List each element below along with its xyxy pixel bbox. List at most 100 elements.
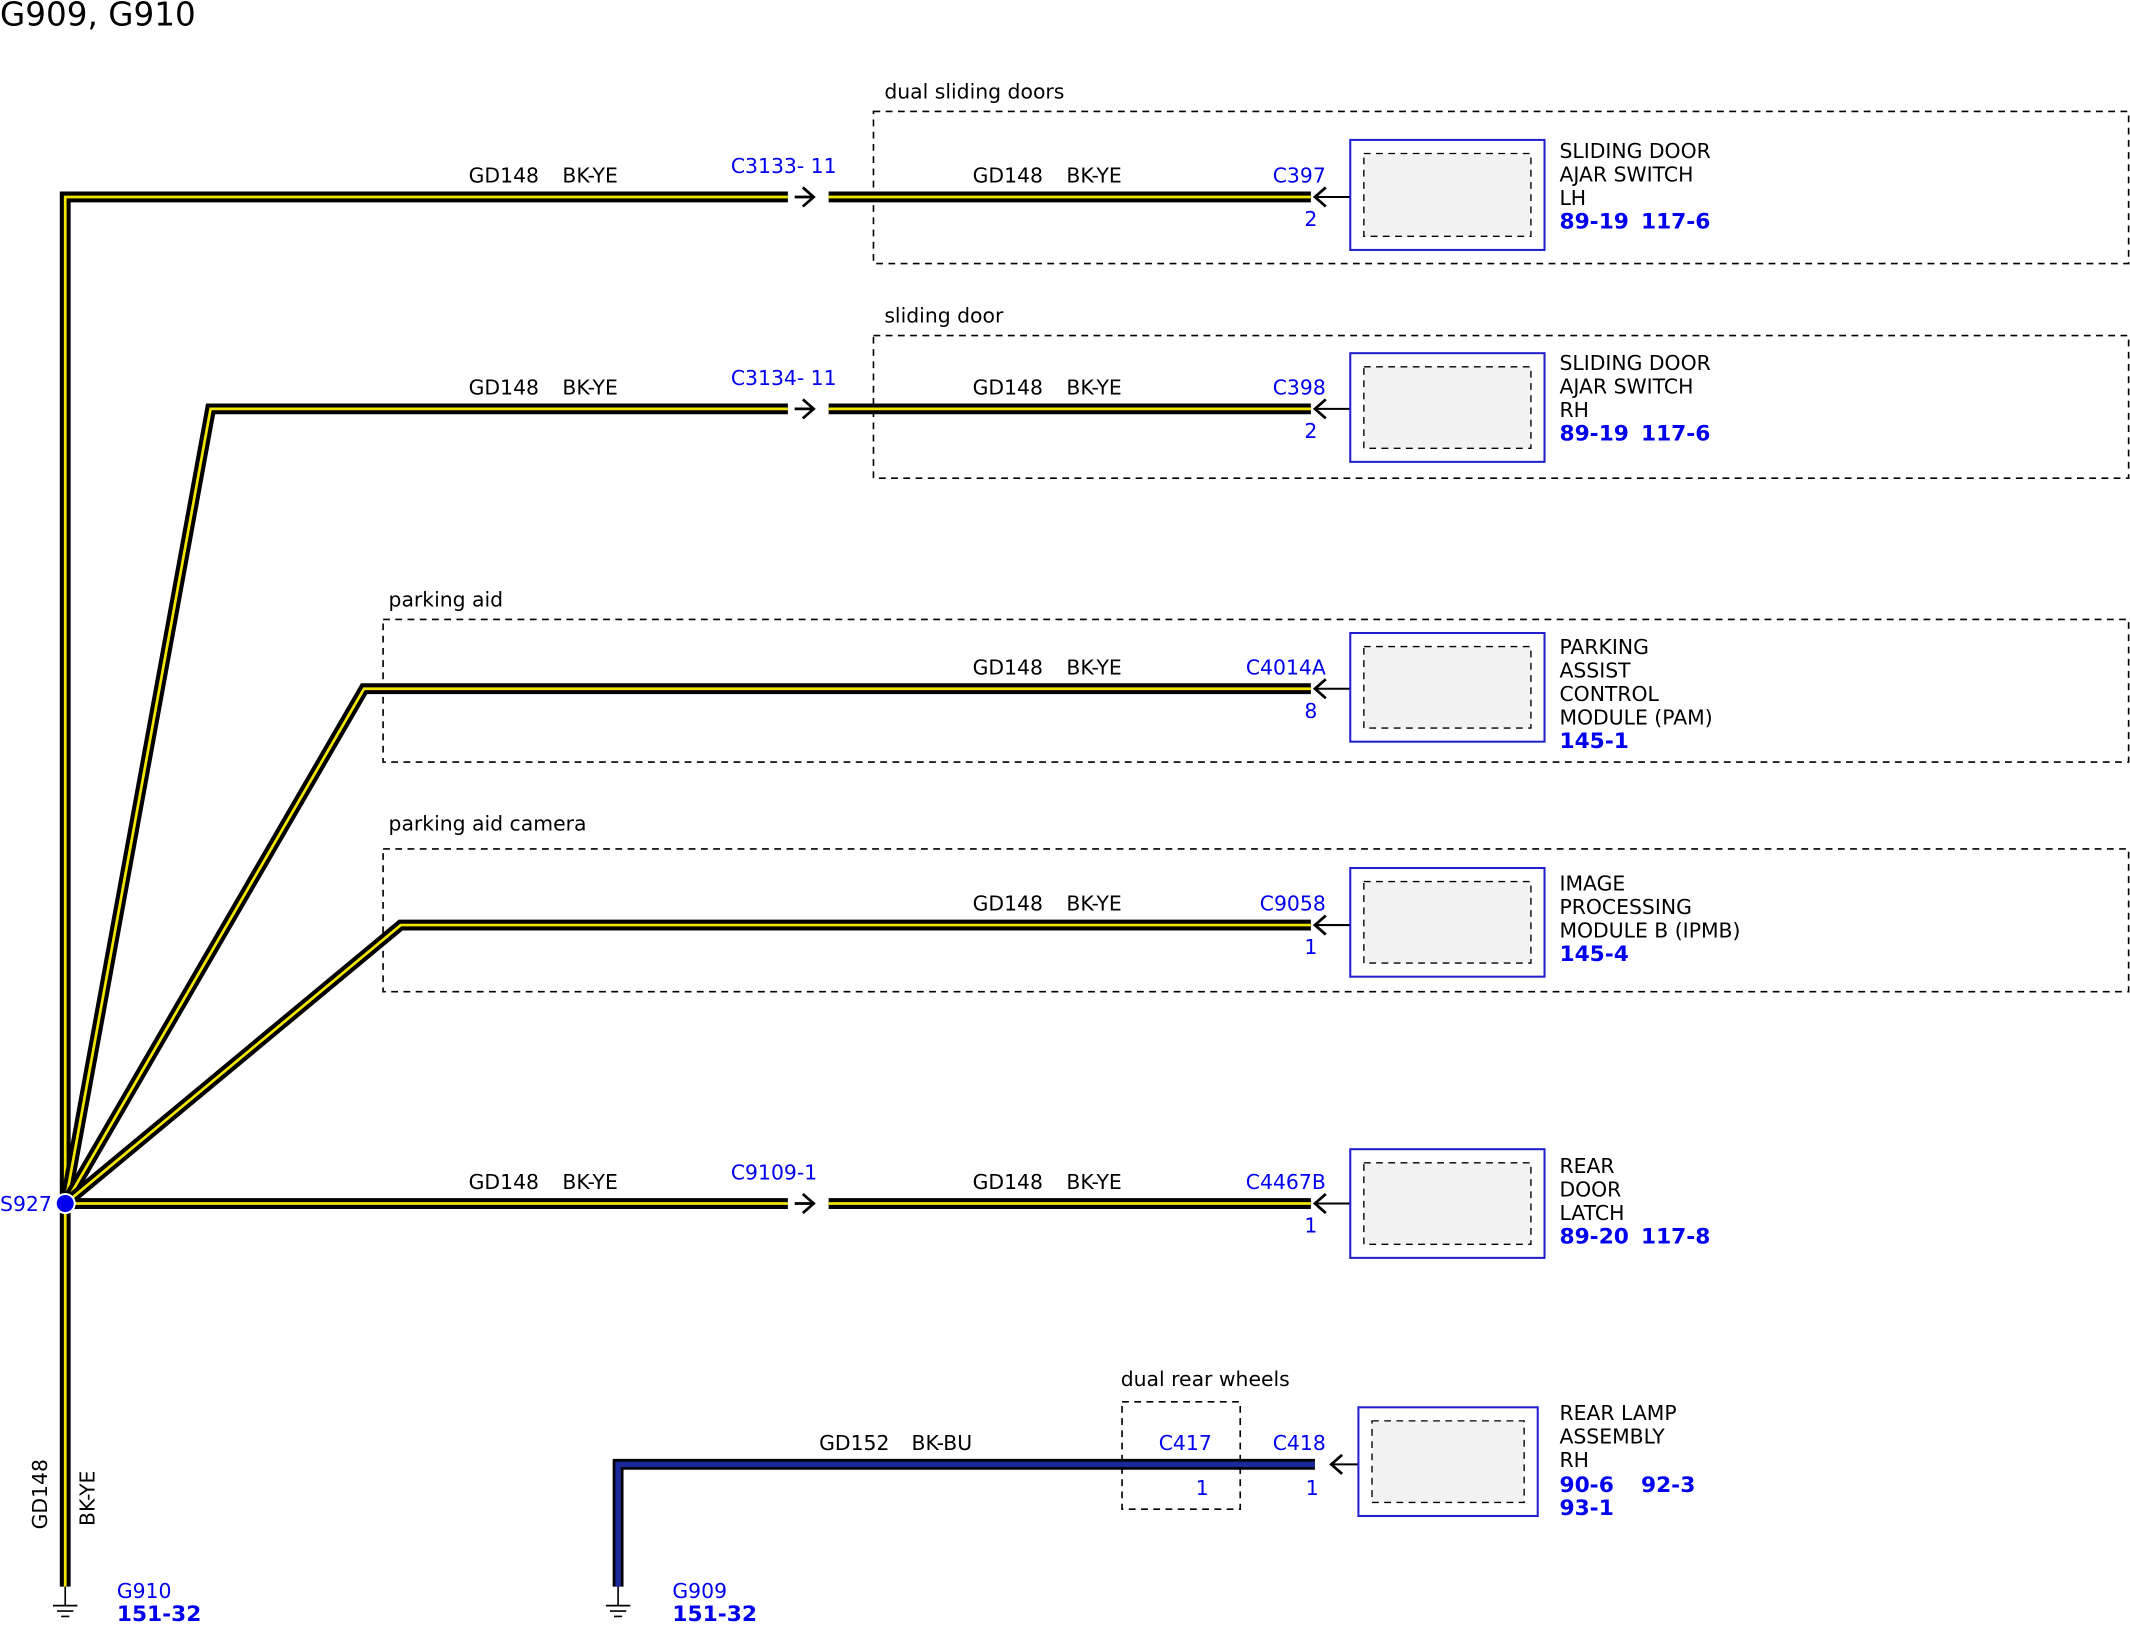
component-inner bbox=[1363, 152, 1532, 238]
option-box bbox=[872, 334, 2130, 479]
wire bbox=[59, 191, 788, 1204]
wire-color bbox=[63, 195, 788, 1204]
component-label: PARKING bbox=[1559, 635, 1648, 659]
ground-label: G909 bbox=[672, 1579, 727, 1603]
connector-arrow bbox=[1312, 186, 1327, 208]
wire bbox=[61, 919, 1311, 1208]
ground-symbol bbox=[52, 1586, 78, 1618]
wire-color-label: BK-BU bbox=[912, 1431, 973, 1455]
ground-symbol bbox=[605, 1586, 631, 1618]
option-box bbox=[872, 110, 2130, 265]
circuit-label: GD148 bbox=[469, 376, 539, 400]
circuit-label: GD148 bbox=[973, 655, 1043, 679]
pin-label: 2 bbox=[1304, 207, 1317, 231]
wire bbox=[59, 403, 788, 1205]
component-inner bbox=[1371, 1420, 1525, 1504]
component-label: PROCESSING bbox=[1559, 895, 1691, 919]
inline-connector-label: C3134- 11 bbox=[731, 366, 837, 390]
page-ref: 92-3 bbox=[1641, 1473, 1695, 1498]
wire-color-label: BK-YE bbox=[562, 376, 617, 400]
option-label: parking aid camera bbox=[389, 812, 587, 836]
component-label: LATCH bbox=[1559, 1201, 1624, 1225]
pin-label: 1 bbox=[1196, 1476, 1209, 1500]
component-inner bbox=[1363, 1162, 1532, 1245]
inline-connector-label: C9109-1 bbox=[731, 1161, 817, 1185]
component-label: SLIDING DOOR bbox=[1559, 351, 1710, 375]
pin-label: 8 bbox=[1304, 699, 1317, 723]
page-ref: 145-1 bbox=[1559, 729, 1628, 754]
connector-label: C397 bbox=[1273, 164, 1326, 188]
page-ref: 151-32 bbox=[117, 1602, 202, 1626]
connector-arrow bbox=[1312, 1193, 1327, 1215]
page-ref: 145-4 bbox=[1559, 942, 1628, 967]
wire-color bbox=[615, 1461, 1315, 1587]
page-ref: 117-6 bbox=[1641, 210, 1710, 235]
component-inner bbox=[1363, 880, 1532, 964]
circuit-label: GD148 bbox=[973, 376, 1043, 400]
wire bbox=[612, 1458, 1315, 1587]
option-label: sliding door bbox=[884, 304, 1004, 328]
option-label: dual sliding doors bbox=[884, 79, 1064, 103]
page-ref: 90-6 bbox=[1559, 1473, 1613, 1498]
pin-label: 1 bbox=[1306, 1476, 1319, 1500]
page-ref: 93-1 bbox=[1559, 1496, 1613, 1521]
inline-connector-label: C417 bbox=[1159, 1431, 1212, 1455]
component-label: AJAR SWITCH bbox=[1559, 163, 1693, 187]
page-ref: 151-32 bbox=[672, 1602, 757, 1626]
connector-arrow bbox=[1329, 1453, 1344, 1475]
component-label: REAR bbox=[1559, 1154, 1614, 1178]
wire-color-label: BK-YE bbox=[1066, 376, 1121, 400]
page-ref: 89-19 bbox=[1559, 210, 1628, 235]
inline-connector bbox=[794, 398, 816, 420]
pin-label: 1 bbox=[1304, 935, 1317, 959]
wire-color-label: BK-YE bbox=[1066, 1170, 1121, 1194]
wire-color-label: BK-YE bbox=[562, 1170, 617, 1194]
component-label: AJAR SWITCH bbox=[1559, 375, 1693, 399]
splice-label: S927 bbox=[0, 1192, 52, 1216]
option-label: parking aid bbox=[389, 587, 504, 611]
component-label: REAR LAMP bbox=[1559, 1401, 1676, 1425]
connector-arrow bbox=[1312, 398, 1327, 420]
connector-arrow bbox=[1312, 914, 1327, 936]
component-label: CONTROL bbox=[1559, 682, 1659, 706]
pin-label: 2 bbox=[1304, 419, 1317, 443]
wire bbox=[60, 683, 1311, 1207]
component-label: MODULE (PAM) bbox=[1559, 705, 1712, 729]
circuit-label: GD148 bbox=[469, 164, 539, 188]
component-label: LH bbox=[1559, 186, 1586, 210]
wire-color-label: BK-YE bbox=[75, 1471, 99, 1526]
component-label: MODULE B (IPMB) bbox=[1559, 918, 1740, 942]
page-ref: 89-19 bbox=[1559, 422, 1628, 447]
connector-label: C9058 bbox=[1260, 892, 1326, 916]
circuit-label: GD148 bbox=[973, 164, 1043, 188]
page-ref: 117-8 bbox=[1641, 1224, 1710, 1249]
connector-label: C418 bbox=[1273, 1431, 1326, 1455]
circuit-label: GD148 bbox=[973, 892, 1043, 916]
connector-label: C4014A bbox=[1246, 655, 1326, 679]
ground-label: G910 bbox=[117, 1579, 172, 1603]
inline-connector-label: C3133- 11 bbox=[731, 154, 837, 178]
component-label: ASSIST bbox=[1559, 658, 1631, 682]
wire-color bbox=[64, 923, 1311, 1205]
connector-label: C4467B bbox=[1246, 1170, 1326, 1194]
component-label: RH bbox=[1559, 1448, 1588, 1472]
title: G909, G910 bbox=[0, 0, 196, 33]
wire-color bbox=[63, 407, 788, 1204]
connector-arrow bbox=[1312, 678, 1327, 700]
splice bbox=[54, 1193, 76, 1215]
page-ref: 89-20 bbox=[1559, 1224, 1628, 1249]
component-inner bbox=[1363, 366, 1532, 449]
circuit-label: GD148 bbox=[469, 1170, 539, 1194]
wire-color bbox=[64, 687, 1311, 1205]
wire-color-label: BK-YE bbox=[1066, 655, 1121, 679]
option-label: dual rear wheels bbox=[1121, 1367, 1290, 1391]
component-label: DOOR bbox=[1559, 1177, 1621, 1201]
page-ref: 117-6 bbox=[1641, 422, 1710, 447]
component-label: IMAGE bbox=[1559, 871, 1625, 895]
option-box bbox=[1121, 1401, 1242, 1510]
pin-label: 1 bbox=[1304, 1214, 1317, 1238]
inline-connector bbox=[794, 1193, 816, 1215]
wire-color-label: BK-YE bbox=[562, 164, 617, 188]
circuit-label: GD152 bbox=[819, 1431, 889, 1455]
